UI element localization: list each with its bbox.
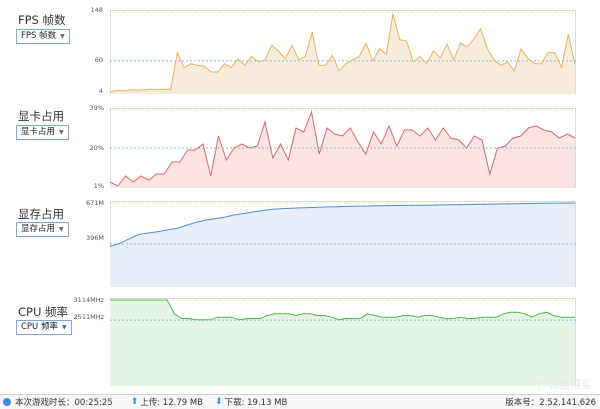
cpu-panel-label: CPU 频率 [18,305,69,319]
upload-icon: ⬆ [130,397,139,407]
gpu-tick-max: 39% [89,104,104,112]
download-icon: ⬇ [215,397,223,407]
vram-tick-max: 671M [85,199,104,207]
cpu-dropdown-label: CPU 频率 [21,322,58,332]
watermark: 什么值得买 [537,378,592,391]
chevron-down-icon: ▼ [59,226,64,233]
gpu-chart [110,108,576,188]
chevron-down-icon: ▼ [60,33,65,40]
cpu-dropdown[interactable]: CPU 频率 ▼ [16,320,72,335]
vram-dropdown[interactable]: 显存占用 ▼ [16,222,69,237]
status-bar: 本次游戏时长：00:25:25 ⬆ 上传: 12.79 MB ⬇ 下载: 19.… [0,394,600,409]
fps-dropdown-label: FPS 帧数 [21,31,57,41]
download-amount: 下载: 19.13 MB [224,398,288,408]
chevron-down-icon: ▼ [61,324,67,331]
gpu-dropdown-label: 显卡占用 [21,127,56,137]
vram-panel-label: 显存占用 [18,207,64,221]
series-line [110,202,576,247]
upload-amount: 上传: 12.79 MB [140,398,204,408]
series-line [110,299,575,321]
series-area [110,300,575,386]
version-label: 版本号：2.52.141.626 [505,398,596,408]
fps-tick-max: 148 [90,6,103,14]
series-area [110,13,575,94]
cpu-tick-mid: 2511MHz [73,313,104,321]
vram-tick-mid: 396M [85,234,104,242]
session-duration: 本次游戏时长：00:25:25 [15,398,113,408]
fps-tick-min: 4 [98,87,103,95]
series-area [110,112,575,188]
cpu-chart [110,298,576,386]
fps-chart [110,10,576,94]
vram-chart [110,201,576,287]
fps-panel-label: FPS 帧数 [18,13,66,27]
fps-tick-mid: 60 [94,56,103,64]
fps-dropdown[interactable]: FPS 帧数 ▼ [16,29,70,44]
gpu-dropdown[interactable]: 显卡占用 ▼ [16,125,69,140]
vram-dropdown-label: 显存占用 [21,224,56,234]
series-line [110,13,576,93]
series-area [110,203,575,287]
cpu-tick-max: 3114MHz [73,296,104,304]
gpu-panel-label: 显卡占用 [18,109,64,123]
clock-icon [3,398,11,406]
gpu-tick-mid: 20% [89,144,104,152]
series-line [110,110,576,187]
chevron-down-icon: ▼ [59,129,64,136]
gpu-tick-min: 1% [93,182,104,190]
